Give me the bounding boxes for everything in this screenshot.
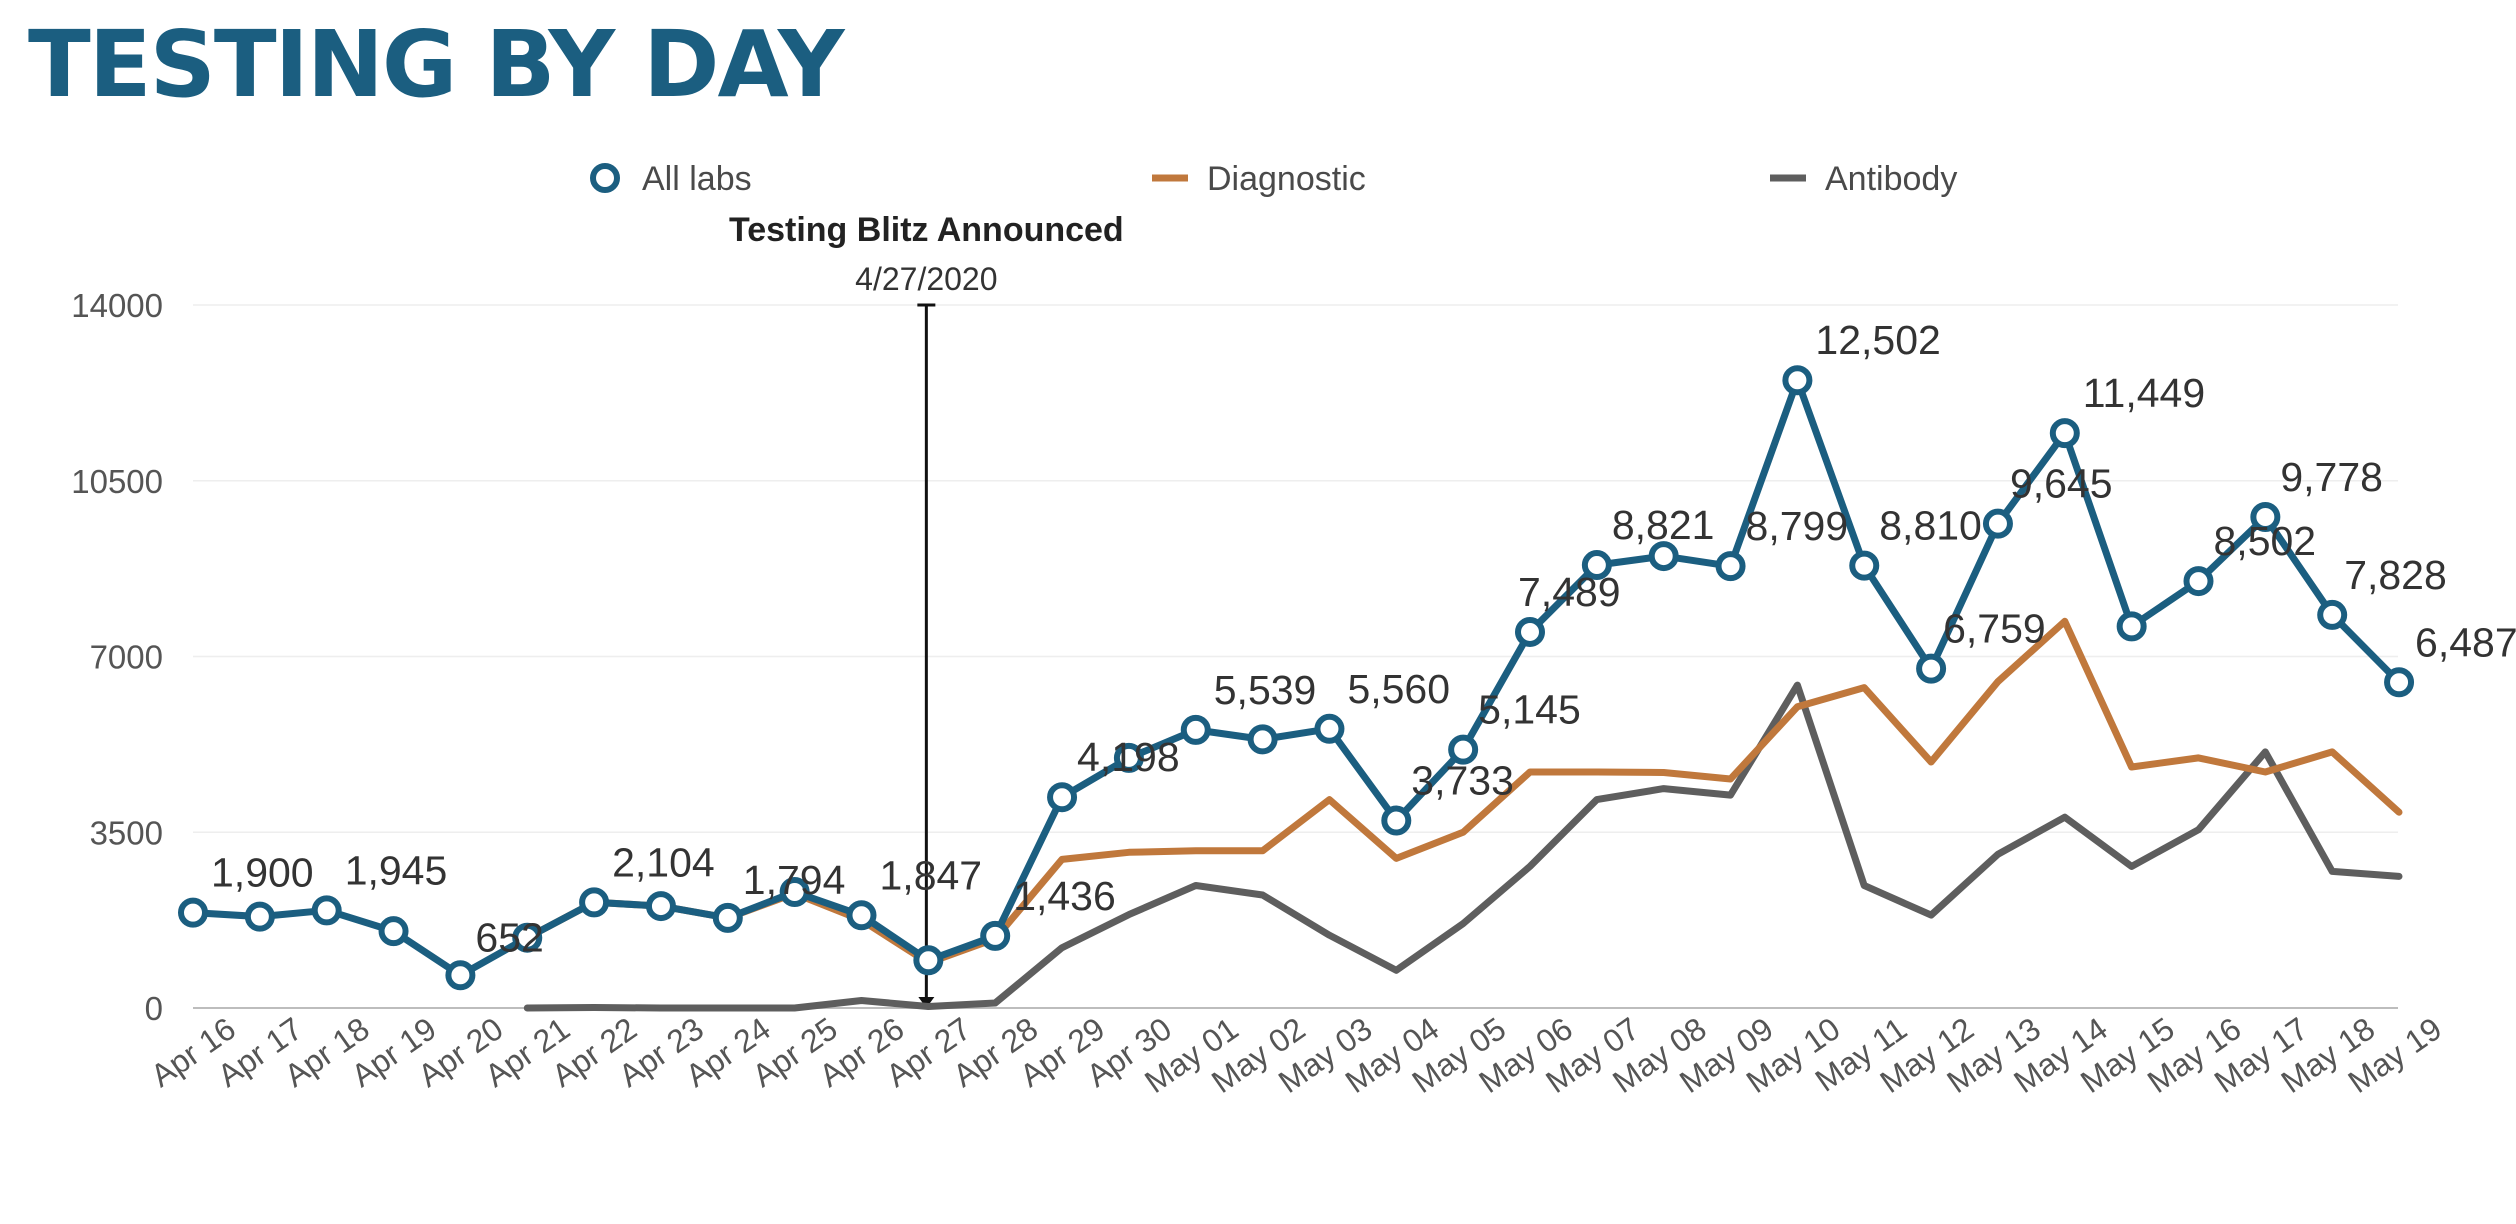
data-point-all-labs[interactable]: [846, 900, 877, 931]
data-label: 1,794: [743, 857, 846, 903]
data-point-all-labs[interactable]: [512, 922, 543, 953]
data-label: 2,104: [612, 839, 715, 885]
data-point-all-labs[interactable]: [244, 901, 275, 932]
data-label: 8,810: [1879, 503, 1982, 549]
data-point-all-labs[interactable]: [645, 891, 676, 922]
data-point-all-labs[interactable]: [579, 887, 610, 918]
data-point-all-labs[interactable]: [378, 916, 409, 947]
series-layer: [178, 365, 2415, 1012]
data-point-all-labs[interactable]: [178, 897, 208, 928]
y-tick-label: 3500: [90, 814, 163, 851]
data-label: 12,502: [1815, 317, 1940, 363]
data-point-all-labs[interactable]: [1581, 550, 1612, 581]
legend-label-diagnostic: Diagnostic: [1207, 160, 1366, 198]
data-label: 6,759: [1943, 606, 2046, 652]
data-point-all-labs[interactable]: [1515, 616, 1545, 647]
data-label: 4,198: [1077, 734, 1180, 780]
data-point-all-labs[interactable]: [311, 895, 342, 926]
legend[interactable]: All labs Diagnostic Antibody: [590, 160, 1957, 198]
annotation-arrowhead: [918, 997, 935, 1008]
data-label: 6,487: [2415, 619, 2516, 665]
data-point-all-labs[interactable]: [1314, 713, 1345, 744]
data-label: 3,733: [1411, 758, 1514, 804]
legend-label-all-labs: All labs: [642, 160, 752, 198]
data-point-all-labs[interactable]: [1047, 782, 1078, 813]
data-point-all-labs[interactable]: [1247, 724, 1278, 755]
data-point-all-labs[interactable]: [1715, 551, 1746, 582]
data-point-all-labs[interactable]: [712, 902, 743, 933]
data-point-all-labs[interactable]: [1180, 714, 1211, 745]
data-label: 5,560: [1347, 666, 1450, 712]
legend-item-all-labs[interactable]: All labs: [590, 160, 752, 198]
gridlines: [193, 304, 2398, 1009]
data-label: 9,645: [2010, 461, 2113, 507]
y-tick-label: 0: [145, 990, 163, 1027]
data-point-all-labs[interactable]: [2116, 611, 2147, 642]
data-label: 9,778: [2280, 454, 2383, 500]
data-label: 5,539: [1214, 667, 1317, 713]
data-point-all-labs[interactable]: [1982, 508, 2013, 539]
data-point-all-labs[interactable]: [1782, 365, 1813, 396]
annotation-title: Testing Blitz Announced: [729, 211, 1124, 249]
data-label: 8,502: [2214, 518, 2317, 564]
data-label: 8,821: [1612, 502, 1715, 548]
data-point-all-labs[interactable]: [779, 877, 810, 908]
annotation: Testing Blitz Announced 4/27/2020: [729, 211, 1124, 1008]
data-point-all-labs[interactable]: [1381, 805, 1412, 836]
data-point-all-labs[interactable]: [2049, 418, 2080, 449]
data-point-all-labs[interactable]: [445, 960, 476, 991]
data-label: 5,145: [1478, 687, 1581, 733]
legend-marker-all-labs: [590, 163, 620, 193]
y-tick-label: 7000: [90, 639, 163, 676]
y-tick-label: 14000: [71, 287, 163, 324]
legend-item-antibody[interactable]: Antibody: [1770, 160, 1957, 198]
data-label: 11,449: [2083, 370, 2205, 416]
data-point-all-labs[interactable]: [2317, 599, 2348, 630]
series-line-antibody: [523, 681, 2403, 1012]
data-point-all-labs[interactable]: [2250, 502, 2281, 533]
data-point-all-labs[interactable]: [1648, 541, 1679, 572]
data-point-all-labs[interactable]: [913, 945, 944, 976]
data-labels: 1,900 1,945 652 2,104 1,794 1,847 1,436 4,198 5,…: [211, 317, 2516, 960]
data-label: 1,436: [1013, 873, 1116, 919]
data-label: 7,489: [1518, 569, 1621, 615]
data-label: 652: [475, 914, 543, 960]
data-point-all-labs[interactable]: [1113, 742, 1144, 773]
data-label: 1,900: [211, 850, 314, 896]
y-axis: 0 3500 7000 10500 14000: [71, 287, 163, 1027]
data-point-all-labs[interactable]: [1448, 734, 1479, 765]
data-point-all-labs[interactable]: [2183, 566, 2214, 597]
data-label: 8,799: [1746, 503, 1849, 549]
legend-item-diagnostic[interactable]: Diagnostic: [1152, 160, 1366, 198]
data-point-all-labs[interactable]: [1916, 653, 1947, 684]
annotation-date: 4/27/2020: [855, 261, 997, 297]
data-point-all-labs[interactable]: [1849, 550, 1880, 581]
y-tick-label: 10500: [71, 463, 163, 500]
chart-title: TESTING BY DAY: [28, 11, 845, 118]
data-point-all-labs[interactable]: [980, 920, 1011, 951]
data-label: 1,945: [345, 847, 448, 893]
data-point-all-labs[interactable]: [2384, 667, 2415, 698]
legend-label-antibody: Antibody: [1825, 160, 1957, 198]
data-label: 7,828: [2344, 552, 2447, 598]
series-line-all-labs: [189, 376, 2403, 979]
data-label: 1,847: [880, 852, 983, 898]
